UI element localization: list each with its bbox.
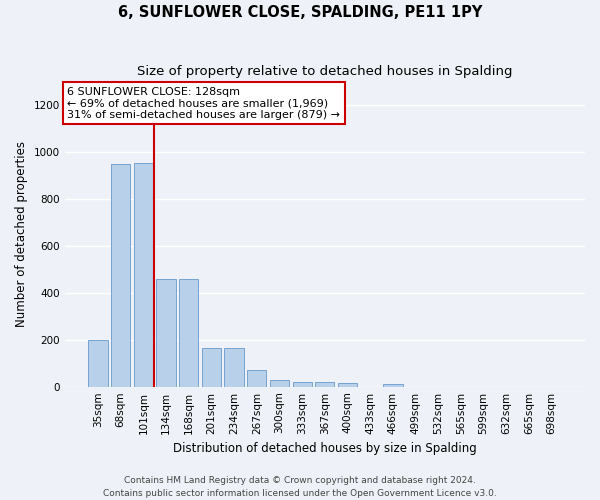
Y-axis label: Number of detached properties: Number of detached properties [15,142,28,328]
Bar [179,279,199,386]
Bar [315,382,334,386]
Bar [247,370,266,386]
Text: Contains HM Land Registry data © Crown copyright and database right 2024.
Contai: Contains HM Land Registry data © Crown c… [103,476,497,498]
Text: 6, SUNFLOWER CLOSE, SPALDING, PE11 1PY: 6, SUNFLOWER CLOSE, SPALDING, PE11 1PY [118,5,482,20]
Title: Size of property relative to detached houses in Spalding: Size of property relative to detached ho… [137,65,512,78]
Bar [202,348,221,387]
Bar [134,163,153,386]
Text: 6 SUNFLOWER CLOSE: 128sqm
← 69% of detached houses are smaller (1,969)
31% of se: 6 SUNFLOWER CLOSE: 128sqm ← 69% of detac… [67,86,340,120]
Bar [383,384,403,386]
Bar [270,380,289,386]
Bar [111,164,130,386]
Bar [338,384,357,386]
X-axis label: Distribution of detached houses by size in Spalding: Distribution of detached houses by size … [173,442,477,455]
Bar [157,279,176,386]
Bar [88,340,107,386]
Bar [293,382,312,386]
Bar [224,348,244,387]
